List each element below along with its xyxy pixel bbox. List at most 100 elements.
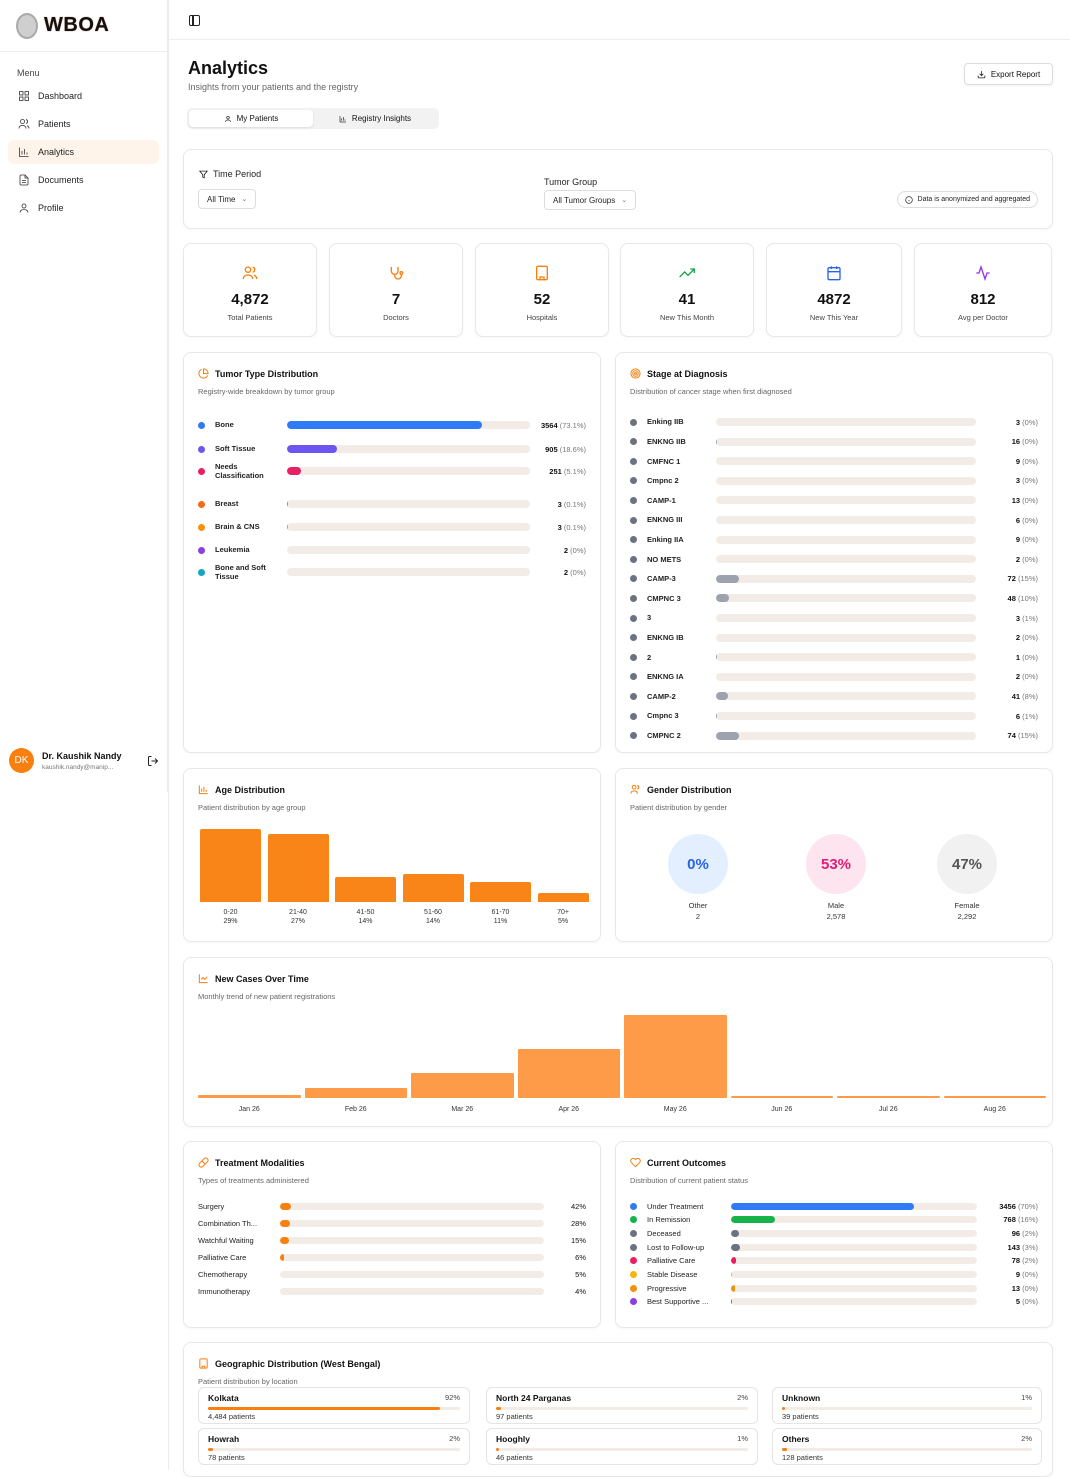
geo-item: Howrah 2% 78 patients bbox=[198, 1428, 470, 1465]
cases-bar[interactable] bbox=[518, 1049, 621, 1098]
stage-pct: (0%) bbox=[1022, 535, 1038, 544]
stat-icon bbox=[826, 265, 842, 281]
geo-pct: 92% bbox=[445, 1393, 460, 1402]
cases-bar[interactable] bbox=[198, 1095, 301, 1098]
tumor-row: Bone 3564 (73.1%) bbox=[198, 417, 586, 433]
stage-value: 1 (0%) bbox=[1016, 653, 1038, 662]
treatment-bar-track bbox=[280, 1288, 544, 1295]
cases-bar[interactable] bbox=[624, 1015, 727, 1098]
tumor-distribution-card: Tumor Type Distribution Registry-wide br… bbox=[183, 352, 601, 753]
stage-row: Enking IIA 9 (0%) bbox=[630, 534, 1038, 546]
outcome-bar bbox=[731, 1203, 914, 1210]
stage-pct: (15%) bbox=[1018, 731, 1038, 740]
age-bar[interactable] bbox=[403, 874, 464, 902]
age-pct: 14% bbox=[335, 917, 396, 926]
outcome-value: 78 (2%) bbox=[1012, 1256, 1038, 1265]
anonymized-badge: Data is anonymized and aggregated bbox=[897, 191, 1038, 208]
treatment-label: Surgery bbox=[198, 1202, 278, 1211]
stage-label: ENKNG III bbox=[647, 515, 682, 524]
outcome-pct: (2%) bbox=[1022, 1256, 1038, 1265]
time-period-select[interactable]: All Time ⌄ bbox=[198, 189, 256, 209]
cases-month-label: Apr 26 bbox=[518, 1105, 621, 1114]
stage-row: CAMP-2 41 (8%) bbox=[630, 690, 1038, 702]
sidebar-item-label: Dashboard bbox=[38, 91, 82, 101]
cases-bar[interactable] bbox=[731, 1096, 834, 1098]
cases-month-label: Feb 26 bbox=[305, 1105, 408, 1114]
geo-count: 46 patients bbox=[496, 1453, 533, 1462]
legend-dot bbox=[630, 693, 637, 700]
sidebar-item-documents[interactable]: Documents bbox=[8, 168, 159, 192]
outcome-bar-track bbox=[731, 1285, 977, 1292]
age-bar[interactable] bbox=[335, 877, 396, 902]
stage-count: 6 bbox=[1016, 712, 1020, 721]
outcome-pct: (16%) bbox=[1018, 1215, 1038, 1224]
tumor-group-select[interactable]: All Tumor Groups ⌄ bbox=[544, 190, 636, 210]
tab-registry-insights[interactable]: Registry Insights bbox=[313, 110, 437, 127]
tumor-group-label: Tumor Group bbox=[544, 177, 597, 187]
age-bar[interactable] bbox=[200, 829, 261, 902]
age-bar[interactable] bbox=[538, 893, 589, 902]
stage-label: ENKNG IB bbox=[647, 633, 684, 642]
treatment-bar-track bbox=[280, 1271, 544, 1278]
age-bar[interactable] bbox=[470, 882, 531, 902]
stage-count: 2 bbox=[1016, 555, 1020, 564]
outcome-count: 3456 bbox=[999, 1202, 1016, 1211]
tumor-count: 3564 bbox=[541, 421, 558, 430]
geo-bar bbox=[208, 1448, 213, 1451]
stat-icon bbox=[242, 265, 258, 281]
stat-label: Hospitals bbox=[476, 313, 608, 322]
users-icon bbox=[630, 784, 641, 795]
stage-count: 3 bbox=[1016, 418, 1020, 427]
legend-dot bbox=[630, 732, 637, 739]
stage-bar bbox=[716, 732, 739, 740]
stage-row: CMFNC 1 9 (0%) bbox=[630, 455, 1038, 467]
geo-pct: 2% bbox=[449, 1434, 460, 1443]
cases-title: New Cases Over Time bbox=[198, 973, 309, 984]
stat-card: 4,872 Total Patients bbox=[183, 243, 317, 337]
outcome-count: 96 bbox=[1012, 1229, 1020, 1238]
sidebar-item-analytics[interactable]: Analytics bbox=[8, 140, 159, 164]
new-cases-card: New Cases Over Time Monthly trend of new… bbox=[183, 957, 1053, 1127]
treatment-label: Immunotherapy bbox=[198, 1287, 278, 1296]
cases-bar[interactable] bbox=[411, 1073, 514, 1098]
stage-value: 41 (8%) bbox=[1012, 692, 1038, 701]
sidebar-toggle-icon[interactable] bbox=[189, 15, 200, 26]
cases-month-label: May 26 bbox=[624, 1105, 727, 1114]
legend-dot bbox=[630, 575, 637, 582]
age-bar[interactable] bbox=[268, 834, 329, 902]
cases-month-label: Aug 26 bbox=[944, 1105, 1047, 1114]
tab-my-patients[interactable]: My Patients bbox=[189, 110, 313, 127]
cases-bar[interactable] bbox=[305, 1088, 408, 1098]
stage-bar-track bbox=[716, 692, 976, 700]
geo-name: Hooghly bbox=[496, 1434, 748, 1444]
stat-icon bbox=[679, 265, 695, 281]
legend-dot bbox=[630, 556, 637, 563]
outcome-value: 9 (0%) bbox=[1016, 1270, 1038, 1279]
gender-subtitle: Patient distribution by gender bbox=[630, 803, 727, 812]
outcome-row: Palliative Care 78 (2%) bbox=[630, 1256, 1038, 1266]
stage-label: 3 bbox=[647, 613, 651, 622]
sidebar-item-dashboard[interactable]: Dashboard bbox=[8, 84, 159, 108]
gender-name: Male bbox=[796, 901, 876, 912]
sidebar-item-profile[interactable]: Profile bbox=[8, 196, 159, 220]
stat-icon bbox=[975, 265, 991, 281]
stage-count: 41 bbox=[1012, 692, 1020, 701]
export-report-button[interactable]: Export Report bbox=[964, 63, 1053, 85]
cases-bar[interactable] bbox=[944, 1096, 1047, 1098]
stage-bar-track bbox=[716, 477, 976, 485]
logo[interactable]: WBOA bbox=[0, 0, 167, 52]
outcome-pct: (3%) bbox=[1022, 1243, 1038, 1252]
logout-icon[interactable] bbox=[147, 755, 159, 767]
tumor-bar-track bbox=[287, 568, 530, 576]
stat-value: 52 bbox=[476, 291, 608, 308]
sidebar-item-patients[interactable]: Patients bbox=[8, 112, 159, 136]
stage-row: ENKNG IB 2 (0%) bbox=[630, 632, 1038, 644]
cases-subtitle: Monthly trend of new patient registratio… bbox=[198, 992, 335, 1001]
user-email: kaushik.nandy@manip... bbox=[42, 764, 122, 771]
age-range: 61-70 bbox=[470, 908, 531, 917]
export-label: Export Report bbox=[991, 70, 1040, 79]
cases-bar[interactable] bbox=[837, 1096, 940, 1098]
outcome-bar-track bbox=[731, 1230, 977, 1237]
treatment-bar-track bbox=[280, 1220, 544, 1227]
stage-row: CMPNC 3 48 (10%) bbox=[630, 592, 1038, 604]
